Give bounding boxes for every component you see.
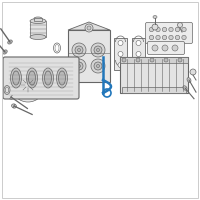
Circle shape — [162, 35, 167, 40]
Ellipse shape — [26, 68, 38, 88]
Circle shape — [182, 35, 186, 40]
Ellipse shape — [44, 71, 52, 85]
Circle shape — [91, 43, 105, 57]
Circle shape — [118, 51, 123, 56]
Bar — [30, 21, 46, 37]
Bar — [120, 57, 188, 63]
Circle shape — [25, 82, 31, 88]
Circle shape — [149, 35, 154, 40]
Circle shape — [96, 64, 100, 68]
Circle shape — [122, 58, 126, 62]
Ellipse shape — [183, 86, 187, 90]
Circle shape — [156, 27, 160, 32]
Polygon shape — [68, 22, 110, 30]
Circle shape — [164, 58, 168, 62]
Circle shape — [136, 51, 141, 56]
Polygon shape — [132, 38, 145, 70]
Circle shape — [94, 62, 102, 70]
FancyBboxPatch shape — [148, 42, 184, 54]
Circle shape — [75, 46, 83, 54]
Ellipse shape — [30, 34, 46, 40]
Ellipse shape — [30, 19, 46, 23]
Circle shape — [11, 68, 45, 102]
Circle shape — [150, 58, 154, 62]
Ellipse shape — [58, 71, 66, 85]
Circle shape — [118, 62, 123, 68]
Circle shape — [172, 45, 178, 51]
Circle shape — [96, 48, 100, 51]
Bar — [68, 30, 110, 82]
Ellipse shape — [12, 71, 20, 85]
Circle shape — [72, 59, 86, 73]
Circle shape — [152, 24, 158, 30]
Ellipse shape — [9, 95, 13, 99]
Ellipse shape — [10, 68, 22, 88]
Circle shape — [182, 27, 186, 32]
Circle shape — [136, 58, 140, 62]
Bar — [122, 87, 186, 93]
Ellipse shape — [42, 68, 54, 88]
Circle shape — [91, 59, 105, 73]
Circle shape — [169, 27, 173, 32]
Circle shape — [152, 45, 158, 51]
FancyBboxPatch shape — [3, 57, 79, 99]
Circle shape — [162, 45, 168, 51]
Circle shape — [118, 40, 123, 46]
Circle shape — [149, 27, 154, 32]
Circle shape — [178, 58, 182, 62]
Circle shape — [178, 22, 182, 27]
Circle shape — [190, 69, 196, 75]
Circle shape — [136, 62, 141, 68]
Circle shape — [162, 27, 167, 32]
Ellipse shape — [34, 17, 42, 20]
Circle shape — [136, 40, 141, 46]
Circle shape — [78, 48, 80, 51]
Ellipse shape — [8, 40, 12, 44]
Ellipse shape — [187, 78, 191, 82]
Bar — [34, 18, 42, 21]
Bar — [120, 57, 188, 93]
Circle shape — [75, 62, 83, 70]
Ellipse shape — [153, 16, 157, 19]
Ellipse shape — [29, 71, 36, 85]
Circle shape — [21, 78, 35, 92]
Circle shape — [175, 27, 180, 32]
Polygon shape — [114, 38, 127, 70]
FancyBboxPatch shape — [146, 22, 192, 44]
Circle shape — [175, 35, 180, 40]
Circle shape — [87, 26, 91, 30]
Ellipse shape — [12, 104, 16, 108]
Circle shape — [169, 35, 173, 40]
Circle shape — [78, 64, 80, 68]
Ellipse shape — [3, 50, 7, 54]
Circle shape — [156, 35, 160, 40]
Circle shape — [72, 43, 86, 57]
Ellipse shape — [57, 68, 68, 88]
Circle shape — [16, 73, 40, 97]
Circle shape — [94, 46, 102, 54]
Circle shape — [85, 24, 93, 32]
